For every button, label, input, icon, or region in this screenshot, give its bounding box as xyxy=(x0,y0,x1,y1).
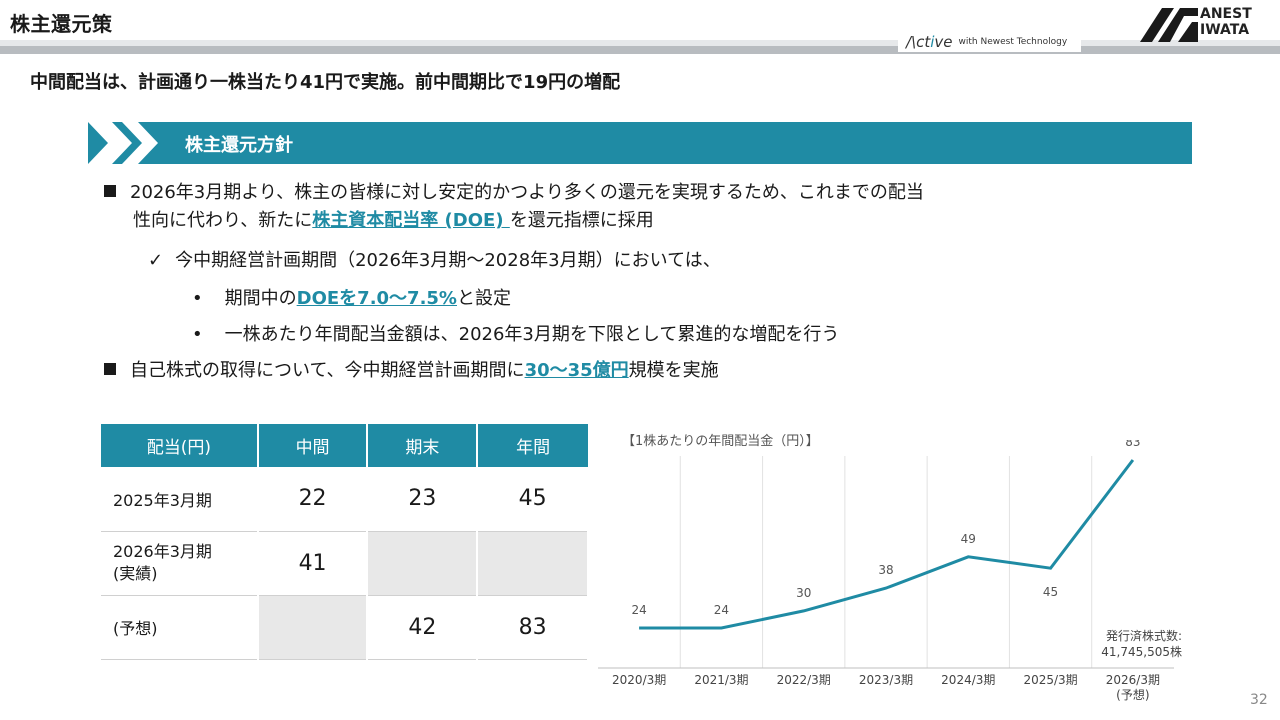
cell-interim: 22 xyxy=(257,467,369,532)
section-title: 株主還元方針 xyxy=(185,135,293,156)
shares-outstanding-note: 発行済株式数: 41,745,505株 xyxy=(1101,629,1182,659)
headline: 中間配当は、計画通り一株当たり41円で実施。前中間期比で19円の増配 xyxy=(30,72,621,93)
x-tick-label: 2025/3期 xyxy=(1023,673,1077,687)
x-tick-label: 2022/3期 xyxy=(777,673,831,687)
buyback-link[interactable]: 30～35億円 xyxy=(524,360,629,381)
x-tick-label: 2020/3期 xyxy=(612,673,666,687)
header-band xyxy=(0,46,1280,54)
doe-link[interactable]: 株主資本配当率 (DOE) xyxy=(312,210,510,231)
dividend-line-chart: 24 24 30 38 49 45 83 2020/3期 2021/3期 2022/3期 2023/… xyxy=(598,440,1174,702)
x-tick-label: 2023/3期 xyxy=(859,673,913,687)
cell-annual: 83 xyxy=(477,595,589,660)
data-label: 45 xyxy=(1043,585,1058,599)
col-header-final: 期末 xyxy=(367,424,479,467)
table-row: (予想) 42 83 xyxy=(101,595,589,660)
data-label: 83 xyxy=(1125,440,1140,449)
bullet-2: 自己株式の取得について、今中期経営計画期間に30～35億円規模を実施 xyxy=(104,358,719,384)
header-band-light xyxy=(0,40,1280,46)
data-label: 38 xyxy=(878,563,893,577)
doe-range-link[interactable]: DOEを7.0～7.5% xyxy=(296,288,457,309)
square-bullet-icon xyxy=(104,185,116,197)
cell-final: 42 xyxy=(367,595,479,660)
active-brand: /\ctive xyxy=(906,33,953,51)
x-tick-sublabel: (予想) xyxy=(1116,687,1149,702)
cell-annual xyxy=(477,531,589,596)
table-header-row: 配当(円) 中間 期末 年間 xyxy=(101,424,588,467)
series-line xyxy=(639,459,1135,630)
data-label: 30 xyxy=(796,586,811,600)
data-label: 49 xyxy=(961,532,976,546)
x-tick-label: 2021/3期 xyxy=(694,673,748,687)
sub-bullet-1: • 期間中のDOEを7.0～7.5%と設定 xyxy=(192,288,511,309)
row-label: 2026年3月期 (実績) xyxy=(101,531,259,596)
dot-bullet-icon: • xyxy=(192,288,203,309)
chart-title: 【1株あたりの年間配当金（円）】 xyxy=(622,434,819,449)
x-tick-label: 2026/3期 xyxy=(1106,673,1160,687)
data-label: 24 xyxy=(714,603,729,617)
double-chevron-icon xyxy=(88,122,158,164)
section-bar xyxy=(88,122,1192,164)
slide-title: 株主還元策 xyxy=(10,12,113,36)
cell-interim xyxy=(257,595,369,660)
bullet-1: 2026年3月期より、株主の皆様に対し安定的かつより多くの還元を実現するため、こ… xyxy=(104,180,924,206)
bullet-1-cont: 性向に代わり、新たに株主資本配当率 (DOE) を還元指標に採用 xyxy=(133,210,654,231)
row-label: (予想) xyxy=(101,595,259,660)
col-header-annual: 年間 xyxy=(477,424,588,467)
dividend-table: 配当(円) 中間 期末 年間 2025年3月期 22 23 45 2026年3月… xyxy=(101,424,589,660)
dot-bullet-icon: • xyxy=(192,324,203,345)
row-label: 2025年3月期 xyxy=(101,467,259,532)
table-row: 2026年3月期 (実績) 41 xyxy=(101,531,589,596)
cell-final xyxy=(367,531,479,596)
tagline-text: with Newest Technology xyxy=(958,37,1068,47)
table-row: 2025年3月期 22 23 45 xyxy=(101,467,589,532)
col-header-interim: 中間 xyxy=(257,424,369,467)
check-item: ✓ 今中期経営計画期間（2026年3月期～2028年3月期）においては、 xyxy=(148,250,721,271)
sub-bullet-2: • 一株あたり年間配当金額は、2026年3月期を下限として累進的な増配を行う xyxy=(192,324,840,345)
active-tagline: /\ctive with Newest Technology xyxy=(898,32,1082,52)
x-tick-label: 2024/3期 xyxy=(941,673,995,687)
cell-annual: 45 xyxy=(477,467,589,532)
square-bullet-icon xyxy=(104,363,116,375)
checkmark-icon: ✓ xyxy=(148,250,164,271)
cell-final: 23 xyxy=(367,467,479,532)
cell-interim: 41 xyxy=(257,531,369,596)
page-number: 32 xyxy=(1250,692,1268,708)
data-label: 24 xyxy=(632,603,647,617)
company-logo-text: ANEST IWATA xyxy=(1200,6,1252,38)
col-header-dividend: 配当(円) xyxy=(101,424,259,467)
anest-iwata-logo-icon xyxy=(1140,8,1198,42)
